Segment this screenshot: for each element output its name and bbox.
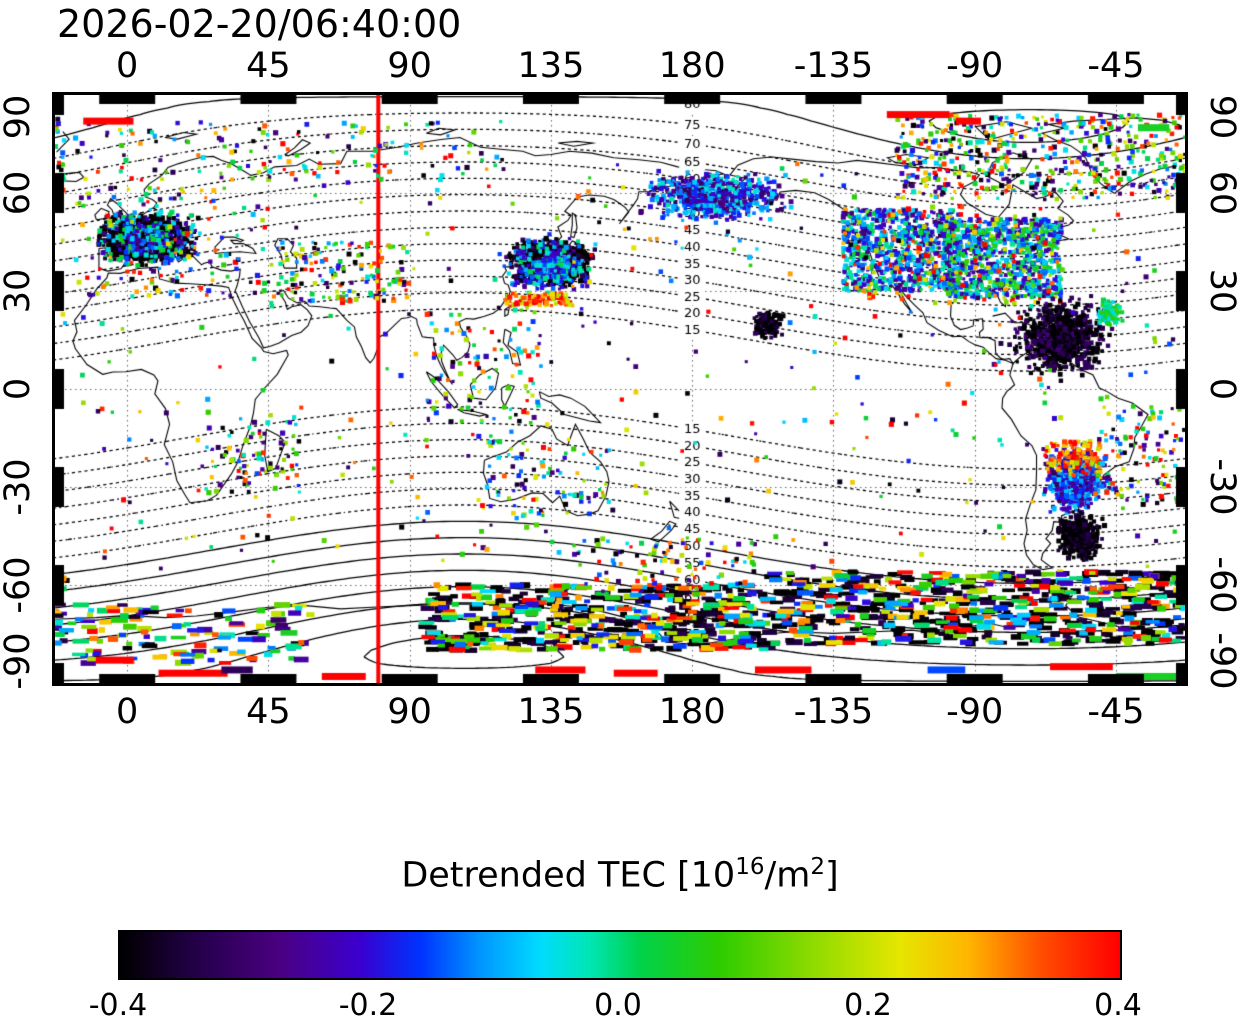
colorbar-title-exponent: 2 xyxy=(810,854,826,880)
lat-tick-label-left: -60 xyxy=(0,556,38,614)
lat-tick-label-right: -60 xyxy=(1202,556,1240,614)
plot-title: 2026-02-20/06:40:00 xyxy=(57,2,462,46)
lon-tick-label-bottom: 180 xyxy=(658,692,726,732)
colorbar-tick-label: 0.0 xyxy=(594,988,642,1023)
lat-tick-label-left: 0 xyxy=(0,377,38,401)
lat-tick-label-right: 60 xyxy=(1202,170,1240,216)
colorbar-tick-label: 0.2 xyxy=(844,988,892,1023)
colorbar xyxy=(118,930,1122,980)
colorbar-tick-label: -0.4 xyxy=(88,988,148,1023)
lat-tick-label-right: 30 xyxy=(1202,268,1240,314)
lat-tick-label-right: -30 xyxy=(1202,458,1240,516)
lon-tick-label-top: 90 xyxy=(387,46,432,86)
lat-tick-label-right: 90 xyxy=(1202,94,1240,140)
lat-tick-label-right: 0 xyxy=(1202,377,1240,401)
lon-tick-label-top: 135 xyxy=(517,46,585,86)
lon-tick-label-top: 45 xyxy=(246,46,291,86)
colorbar-title-text: /m xyxy=(764,855,811,896)
colorbar-tick-label: 0.4 xyxy=(1094,988,1142,1023)
lon-tick-label-top: -45 xyxy=(1087,46,1145,86)
lon-tick-label-bottom: -45 xyxy=(1087,692,1145,732)
colorbar-title-text: ] xyxy=(825,855,839,896)
lon-tick-label-bottom: -135 xyxy=(793,692,874,732)
lat-tick-label-right: -90 xyxy=(1202,632,1240,690)
lon-tick-label-top: 180 xyxy=(658,46,726,86)
lat-tick-label-left: -30 xyxy=(0,458,38,516)
lat-tick-label-left: 60 xyxy=(0,170,38,216)
map-plot-area xyxy=(52,92,1188,686)
colorbar-title-text: Detrended TEC [10 xyxy=(401,855,736,896)
colorbar-tick-label: -0.2 xyxy=(338,988,398,1023)
lon-tick-label-bottom: -90 xyxy=(946,692,1004,732)
colorbar-title-exponent: 16 xyxy=(735,854,765,880)
lat-tick-label-left: 30 xyxy=(0,268,38,314)
lon-tick-label-top: -90 xyxy=(946,46,1004,86)
lon-tick-label-bottom: 0 xyxy=(116,692,139,732)
lon-tick-label-top: 0 xyxy=(116,46,139,86)
map-canvas xyxy=(55,95,1185,683)
colorbar-title: Detrended TEC [1016/m2] xyxy=(0,854,1240,896)
lon-tick-label-top: -135 xyxy=(793,46,874,86)
lon-tick-label-bottom: 135 xyxy=(517,692,585,732)
lat-tick-label-left: -90 xyxy=(0,632,38,690)
lat-tick-label-left: 90 xyxy=(0,94,38,140)
lon-tick-label-bottom: 45 xyxy=(246,692,291,732)
lon-tick-label-bottom: 90 xyxy=(387,692,432,732)
